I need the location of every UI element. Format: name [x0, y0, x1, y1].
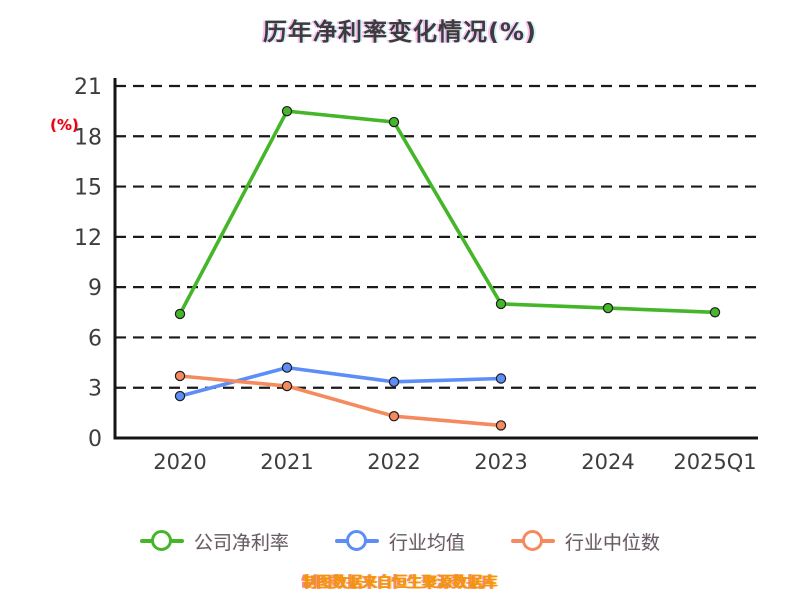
- data-point-series-0: [602, 302, 614, 314]
- y-tick-label: 15: [74, 176, 102, 201]
- legend-label: 行业中位数: [565, 531, 661, 554]
- chart-title: 历年净利率变化情况(%): [263, 18, 537, 46]
- data-point-series-2: [495, 420, 507, 431]
- x-tick-label: 2022: [367, 450, 420, 474]
- legend-item-company-net-margin[interactable]: 公司净利率: [139, 528, 289, 555]
- line-chart: 0 3 6 9 12 15 18 21 2020 2021 2022 2023 2024 2025Q1: [74, 75, 758, 474]
- y-tick-label: 3: [88, 377, 102, 402]
- legend-marker-company: [139, 529, 184, 553]
- y-tick-label: 0: [88, 427, 102, 452]
- legend-item-industry-median[interactable]: 行业中位数: [511, 528, 660, 555]
- chart-legend: 公司净利率 行业均值 行业中位数: [0, 521, 800, 561]
- data-point-series-1: [495, 373, 507, 384]
- y-axis-unit-label: (%): [50, 116, 79, 134]
- x-tick-label: 2024: [581, 450, 634, 474]
- series-line-0: [178, 109, 717, 316]
- data-source-note: 制图数据来自恒生聚源数据库: [302, 573, 498, 591]
- legend-label: 行业均值: [388, 531, 465, 554]
- x-tick-label: 2020: [153, 450, 206, 474]
- y-tick-label: 12: [74, 226, 102, 251]
- legend-item-industry-average[interactable]: 行业均值: [334, 528, 465, 555]
- data-point-series-2: [174, 370, 186, 382]
- legend-label: 公司净利率: [193, 531, 289, 554]
- y-tick-label: 21: [74, 75, 102, 100]
- y-tick-label: 18: [74, 125, 102, 150]
- data-point-series-0: [281, 105, 293, 117]
- legend-marker-industry-median: [511, 529, 555, 553]
- data-point-series-0: [388, 116, 400, 128]
- data-point-series-2: [388, 411, 400, 422]
- data-point-series-0: [174, 308, 186, 320]
- x-tick-label: 2021: [260, 450, 313, 474]
- data-point-series-0: [495, 298, 507, 310]
- legend-circle-icon: [150, 530, 172, 551]
- data-point-series-0: [709, 307, 721, 318]
- y-tick-label: 9: [88, 276, 102, 301]
- legend-circle-icon: [522, 530, 543, 551]
- series-line-2: [178, 374, 503, 428]
- data-point-series-2: [281, 380, 293, 392]
- data-point-series-1: [388, 376, 400, 388]
- x-tick-label: 2023: [474, 450, 527, 474]
- legend-marker-industry-average: [334, 529, 379, 553]
- data-point-series-1: [281, 362, 293, 373]
- x-tick-label: 2025Q1: [673, 450, 756, 474]
- y-tick-label: 6: [88, 326, 102, 351]
- data-point-series-1: [174, 390, 186, 402]
- legend-circle-icon: [345, 530, 367, 551]
